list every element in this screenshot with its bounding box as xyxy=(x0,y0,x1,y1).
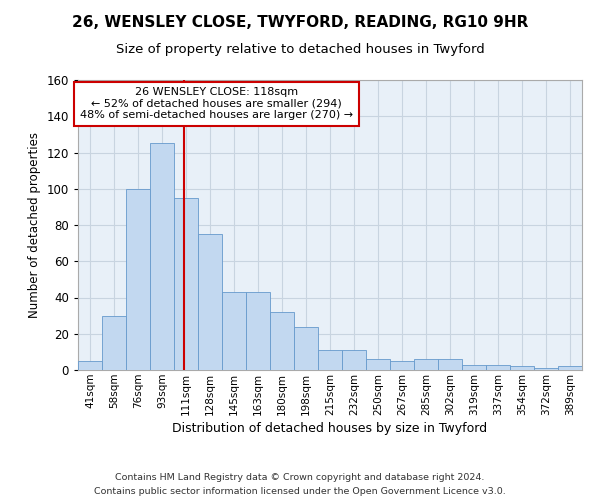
Bar xyxy=(510,366,534,370)
Bar xyxy=(126,188,150,370)
Bar xyxy=(150,144,174,370)
Text: Contains public sector information licensed under the Open Government Licence v3: Contains public sector information licen… xyxy=(94,488,506,496)
Bar xyxy=(246,292,270,370)
Bar xyxy=(270,312,294,370)
Bar xyxy=(78,361,102,370)
Text: Contains HM Land Registry data © Crown copyright and database right 2024.: Contains HM Land Registry data © Crown c… xyxy=(115,472,485,482)
X-axis label: Distribution of detached houses by size in Twyford: Distribution of detached houses by size … xyxy=(172,422,488,435)
Bar xyxy=(486,364,510,370)
Text: 26, WENSLEY CLOSE, TWYFORD, READING, RG10 9HR: 26, WENSLEY CLOSE, TWYFORD, READING, RG1… xyxy=(72,15,528,30)
Y-axis label: Number of detached properties: Number of detached properties xyxy=(28,132,41,318)
Bar xyxy=(102,316,126,370)
Bar xyxy=(318,350,342,370)
Bar xyxy=(414,359,438,370)
Bar xyxy=(462,364,486,370)
Text: Size of property relative to detached houses in Twyford: Size of property relative to detached ho… xyxy=(116,42,484,56)
Bar xyxy=(366,359,390,370)
Bar xyxy=(558,366,582,370)
Bar xyxy=(390,361,414,370)
Bar xyxy=(174,198,198,370)
Bar xyxy=(534,368,558,370)
Bar xyxy=(438,359,462,370)
Bar xyxy=(198,234,222,370)
Bar xyxy=(342,350,366,370)
Bar xyxy=(222,292,246,370)
Bar xyxy=(294,326,318,370)
Text: 26 WENSLEY CLOSE: 118sqm
← 52% of detached houses are smaller (294)
48% of semi-: 26 WENSLEY CLOSE: 118sqm ← 52% of detach… xyxy=(80,87,353,120)
